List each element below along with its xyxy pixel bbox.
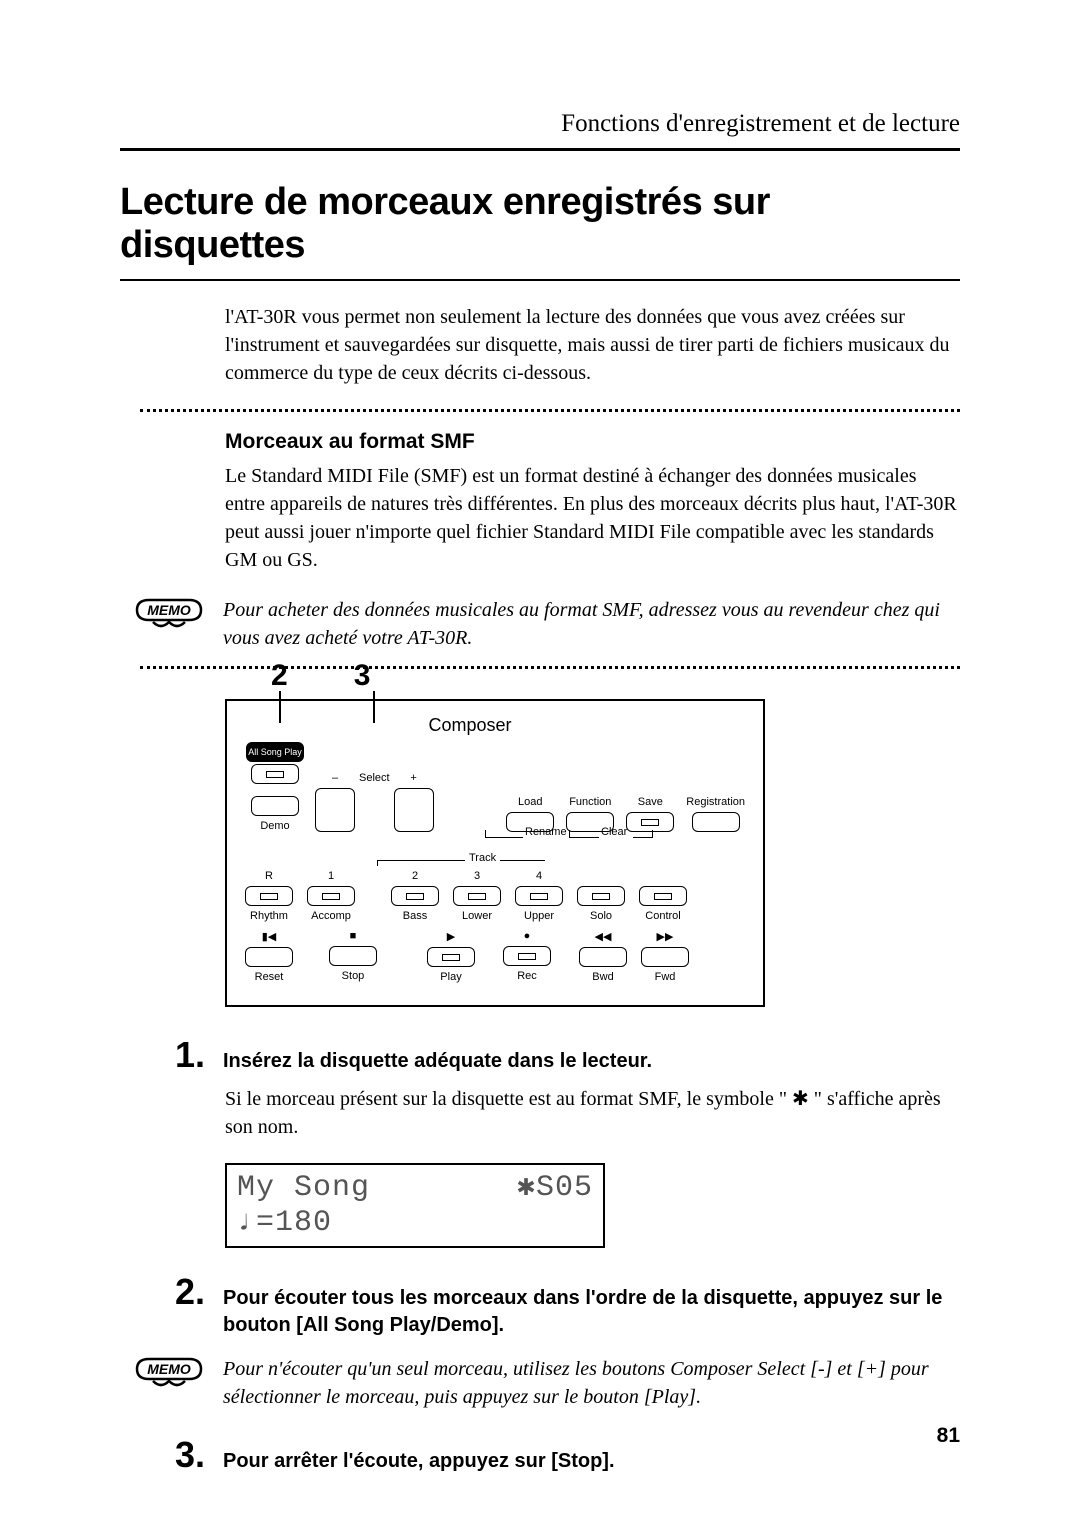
memo-text-1: Pour acheter des données musicales au fo…	[223, 596, 960, 652]
all-song-play-button	[251, 764, 299, 784]
smf-heading: Morceaux au format SMF	[225, 430, 960, 454]
running-header: Fonctions d'enregistrement et de lecture	[120, 110, 960, 138]
track-r-button	[245, 886, 293, 906]
bwd-button	[579, 947, 627, 967]
step-3-heading: Pour arrêter l'écoute, appuyez sur [Stop…	[223, 1448, 615, 1475]
header-rule	[120, 148, 960, 151]
lcd-display: My Song✱S05 ♩=180	[225, 1163, 605, 1248]
panel-title: Composer	[345, 715, 595, 736]
step-1-body: Si le morceau présent sur la disquette e…	[225, 1085, 960, 1141]
page-title: Lecture de morceaux enregistrés sur disq…	[120, 181, 960, 267]
memo-text-2: Pour n'écouter qu'un seul morceau, utili…	[223, 1355, 960, 1411]
memo-icon: MEMO	[120, 1355, 205, 1391]
track-solo-button	[577, 886, 625, 906]
memo-icon: MEMO	[120, 596, 205, 632]
all-song-play-label: All Song Play	[246, 742, 304, 762]
fwd-button	[641, 947, 689, 967]
select-minus-button	[315, 788, 355, 832]
intro-paragraph: l'AT-30R vous permet non seulement la le…	[225, 303, 960, 387]
stop-button	[329, 946, 377, 966]
track-2-button	[391, 886, 439, 906]
reset-button	[245, 947, 293, 967]
svg-text:MEMO: MEMO	[147, 1361, 191, 1377]
composer-panel-diagram: 2 3 Composer All Song Play Demo – Select	[225, 699, 960, 1007]
save-button	[626, 812, 674, 832]
smf-body: Le Standard MIDI File (SMF) est un forma…	[225, 462, 960, 574]
registration-button	[692, 812, 740, 832]
track-3-button	[453, 886, 501, 906]
svg-text:MEMO: MEMO	[147, 602, 191, 618]
step-1-heading: Insérez la disquette adéquate dans le le…	[223, 1048, 652, 1075]
step-2-heading: Pour écouter tous les morceaux dans l'or…	[223, 1285, 960, 1339]
select-plus-button	[394, 788, 434, 832]
callout-3: 3	[354, 659, 371, 693]
callout-2: 2	[271, 659, 288, 693]
play-button	[427, 947, 475, 967]
rec-button	[503, 946, 551, 966]
demo-button	[251, 796, 299, 816]
track-1-button	[307, 886, 355, 906]
step-1-number: 1.	[120, 1037, 205, 1073]
step-3-number: 3.	[120, 1437, 205, 1473]
page-number: 81	[937, 1424, 960, 1448]
dotted-separator	[140, 409, 960, 412]
track-4-button	[515, 886, 563, 906]
track-control-button	[639, 886, 687, 906]
step-2-number: 2.	[120, 1274, 205, 1310]
smf-symbol-icon: ✱	[792, 1088, 809, 1110]
